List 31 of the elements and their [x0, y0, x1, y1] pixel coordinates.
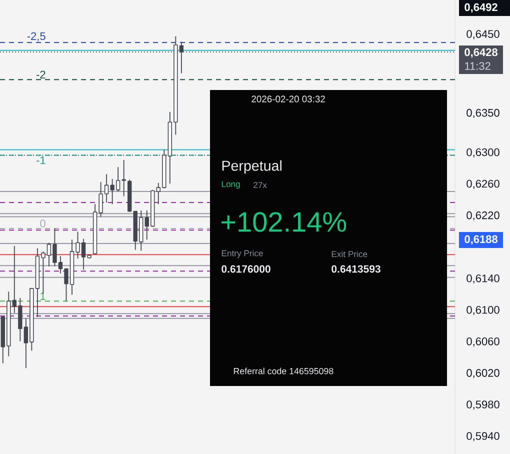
annotation: Referral code 146595098	[234, 368, 334, 374]
annotation: 27x	[254, 182, 267, 188]
y-tick-label: 0,6300	[466, 148, 500, 158]
annotation: Entry Price	[222, 250, 263, 258]
y-tick-label: 0,6060	[466, 338, 500, 347]
y-tick-label: 0,5940	[466, 432, 500, 442]
candlestick	[58, 256, 63, 274]
y-tick-label: 0,6350	[466, 108, 500, 118]
annotation: 0	[40, 220, 46, 228]
annotation: -2	[36, 70, 46, 78]
annotation: Long	[222, 181, 240, 189]
y-tick-label: 0,6020	[466, 369, 500, 378]
y-tick-label: 0,6100	[466, 306, 500, 316]
text: 0,6188	[464, 235, 498, 245]
y-tick-label: 0,6450	[466, 30, 500, 40]
annotation: 0.6413593	[332, 265, 380, 273]
annotation: +102.14%	[222, 212, 346, 232]
text: 0,6492	[464, 3, 498, 13]
annotation: -2,5	[27, 32, 46, 42]
annotation: 2026-02-20 03:32	[252, 96, 325, 102]
y-tick-label: 0,6260	[466, 180, 500, 189]
annotation: Exit Price	[332, 250, 368, 258]
text: 0,6428	[464, 48, 498, 58]
text: 11:32	[465, 62, 490, 70]
y-tick-label: 0,6220	[466, 211, 500, 220]
text: Perpetual	[222, 160, 282, 174]
y-tick-label: 0,6140	[466, 274, 500, 284]
annotation: 1	[40, 292, 46, 300]
annotation: 0.6176000	[222, 265, 270, 273]
y-tick-label: 0,5980	[466, 400, 500, 410]
annotation: -1	[36, 156, 46, 164]
